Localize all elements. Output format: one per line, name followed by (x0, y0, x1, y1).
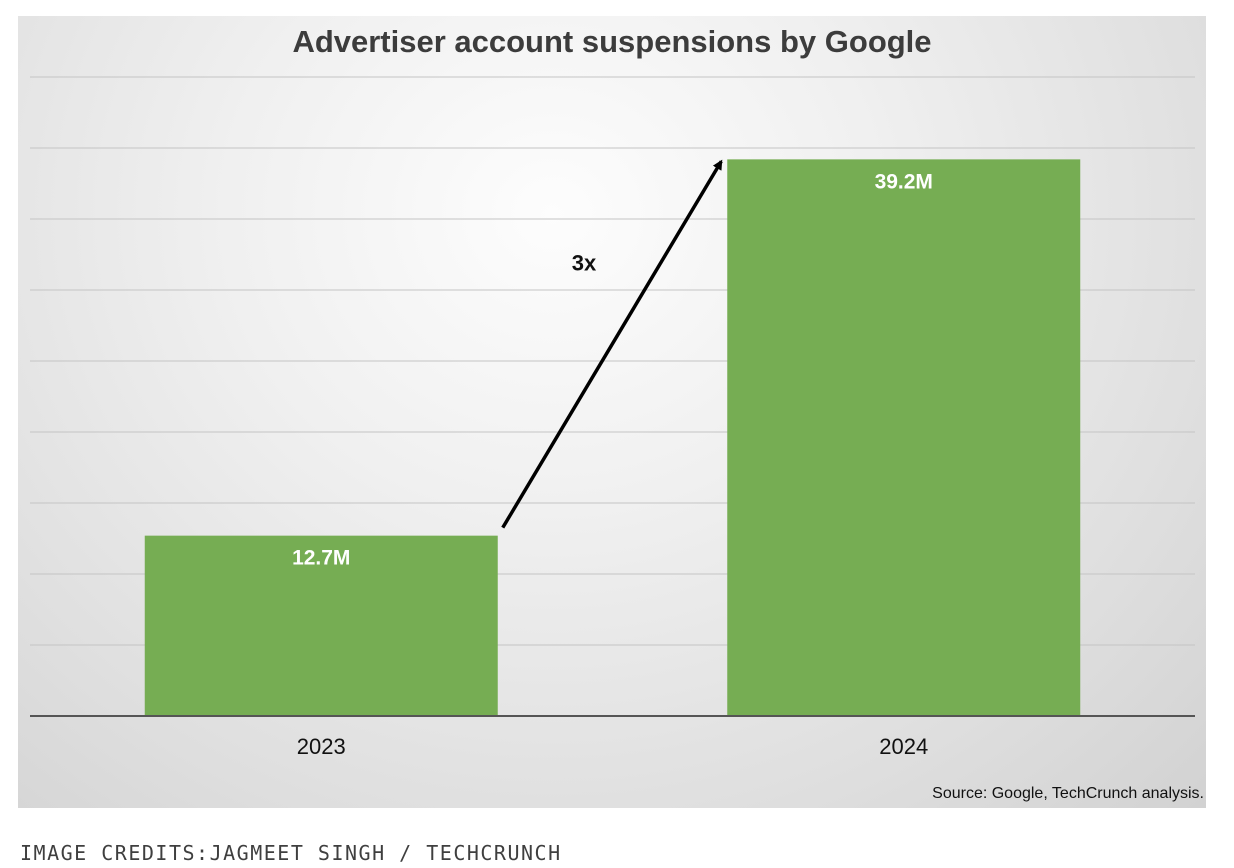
x-tick-label: 2023 (297, 734, 346, 759)
chart-figure: Advertiser account suspensions by Google… (18, 16, 1206, 808)
growth-annotation-label: 3x (572, 251, 597, 276)
source-note: Source: Google, TechCrunch analysis. (932, 785, 1204, 802)
bar-2024 (727, 159, 1081, 717)
x-tick-label: 2024 (879, 734, 928, 759)
chart-title: Advertiser account suspensions by Google (292, 24, 932, 59)
bar-2023 (144, 535, 498, 716)
growth-arrow (501, 159, 723, 529)
data-label: 39.2M (875, 170, 933, 193)
image-credits: IMAGE CREDITS:JAGMEET SINGH / TECHCRUNCH (20, 841, 562, 865)
chart-plot: 12.7M 2023 39.2M 2024 3x (30, 76, 1195, 759)
data-label: 12.7M (292, 547, 350, 570)
